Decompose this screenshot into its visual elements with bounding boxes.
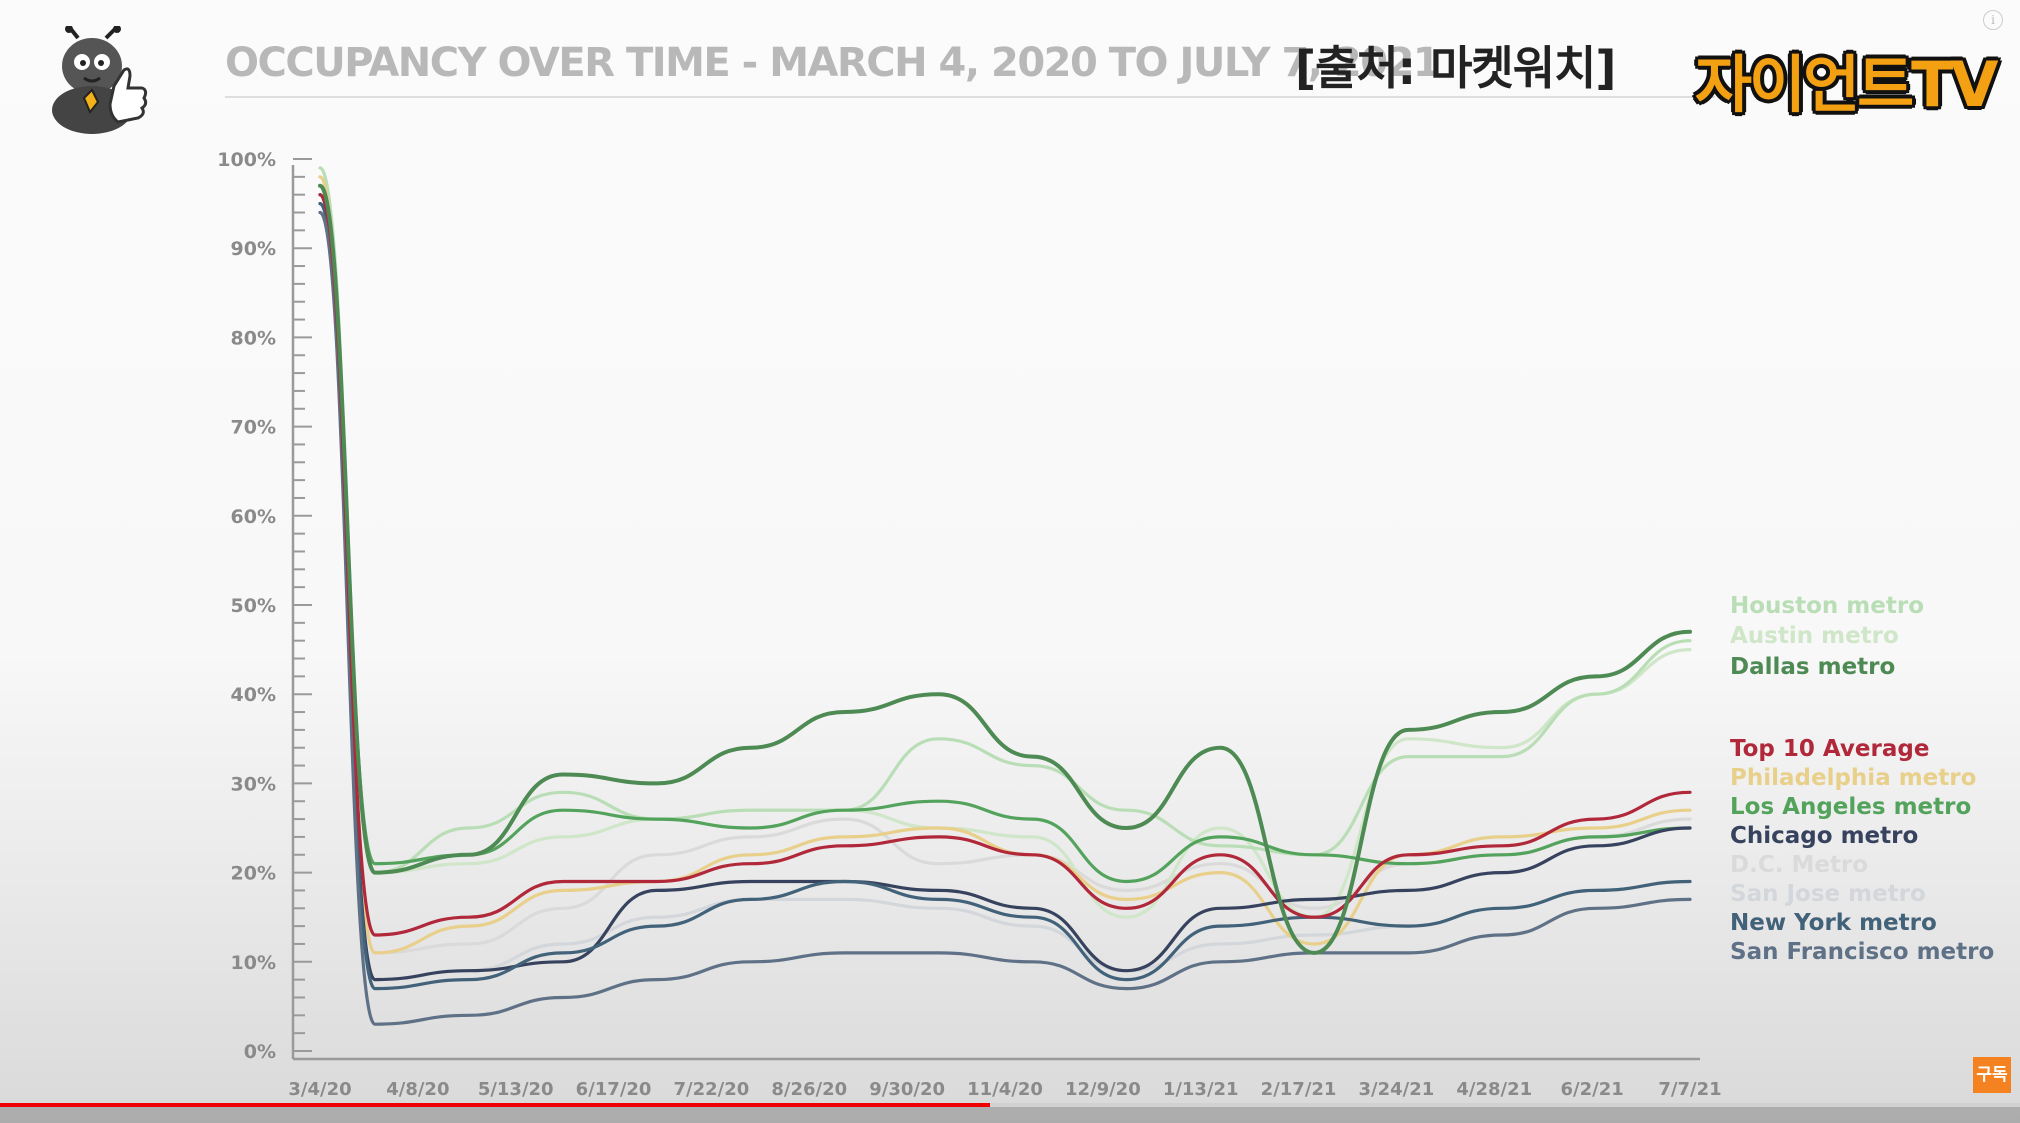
series-line-houston-metro: [318, 166, 1692, 875]
legend-entry: San Jose metro: [1730, 881, 1926, 907]
y-tick-label: 40%: [231, 684, 276, 706]
chart-title: OCCUPANCY OVER TIME - MARCH 4, 2020 TO J…: [225, 40, 1441, 86]
series-line-chicago-metro: [318, 193, 1692, 982]
x-tick-label: 6/17/20: [576, 1079, 652, 1100]
legend-entry: Austin metro: [1730, 623, 1899, 649]
y-tick-label: 60%: [231, 506, 276, 528]
legend-entry: Los Angeles metro: [1730, 794, 1971, 820]
x-tick-label: 7/22/20: [674, 1079, 750, 1100]
legend-entry: Top 10 Average: [1730, 736, 1929, 762]
series-line-san-francisco-metro: [318, 210, 1692, 1026]
x-tick-label: 3/24/21: [1359, 1079, 1435, 1100]
x-tick-label: 3/4/20: [288, 1079, 351, 1100]
y-tick-label: 50%: [231, 595, 276, 617]
player-controls: [0, 1107, 2020, 1123]
video-progress-fill: [0, 1103, 990, 1107]
chart-axes: 0% 10% 20% 30% 40% 50% 60% 70% 80% 90% 100% 3/4/20 4…: [217, 149, 1721, 1100]
legend-entry: D.C. Metro: [1730, 852, 1868, 878]
x-tick-label: 9/30/20: [869, 1079, 945, 1100]
y-tick-label: 80%: [231, 327, 276, 349]
x-tick-label: 6/2/21: [1561, 1079, 1624, 1100]
y-tick-label: 90%: [231, 238, 276, 260]
legend-entry: New York metro: [1730, 910, 1937, 936]
mascot-icon: [52, 26, 148, 134]
x-tick-label: 1/13/21: [1163, 1079, 1239, 1100]
source-label: [출처: 마켓워치]: [1295, 41, 1616, 95]
x-tick-label: 2/17/21: [1261, 1079, 1337, 1100]
y-tick-label: 10%: [231, 952, 276, 974]
chart-series-lines: [318, 166, 1692, 1026]
x-tick-label: 11/4/20: [967, 1079, 1043, 1100]
occupancy-line-chart: 0% 10% 20% 30% 40% 50% 60% 70% 80% 90% 100% 3/4/20 4…: [217, 149, 1994, 1100]
y-tick-label: 100%: [217, 149, 276, 171]
series-line-austin-metro: [318, 184, 1692, 919]
chart-legend: Houston metro Austin metro Dallas metro Top…: [1730, 593, 1994, 965]
legend-entry: Houston metro: [1730, 593, 1924, 619]
series-line-top-10-average: [318, 193, 1692, 937]
x-tick-label: 4/8/20: [386, 1079, 449, 1100]
series-line-san-jose-metro: [318, 210, 1692, 982]
legend-entry: Dallas metro: [1730, 654, 1895, 680]
x-tick-label: 8/26/20: [771, 1079, 847, 1100]
y-tick-label: 0%: [244, 1041, 276, 1063]
legend-entry: Chicago metro: [1730, 823, 1918, 849]
legend-entry: San Francisco metro: [1730, 939, 1994, 965]
y-tick-label: 20%: [231, 863, 276, 885]
x-tick-label: 7/7/21: [1658, 1079, 1721, 1100]
series-line-los-angeles-metro: [318, 202, 1692, 884]
x-tick-label: 5/13/20: [478, 1079, 554, 1100]
legend-entry: Philadelphia metro: [1730, 765, 1976, 791]
video-progress-bar[interactable]: [0, 1103, 2020, 1107]
series-line-d-c-metro: [318, 202, 1692, 955]
y-tick-label: 30%: [231, 773, 276, 795]
series-line-new-york-metro: [318, 202, 1692, 991]
title-divider: [225, 96, 1715, 98]
info-icon[interactable]: i: [1983, 10, 2003, 30]
channel-logo: 자이언트TV: [1695, 48, 1998, 121]
x-tick-label: 4/28/21: [1456, 1079, 1532, 1100]
series-line-dallas-metro: [318, 183, 1692, 955]
subscribe-button[interactable]: 구독: [1973, 1057, 2011, 1093]
x-tick-label: 12/9/20: [1065, 1079, 1141, 1100]
y-tick-label: 70%: [231, 417, 276, 439]
